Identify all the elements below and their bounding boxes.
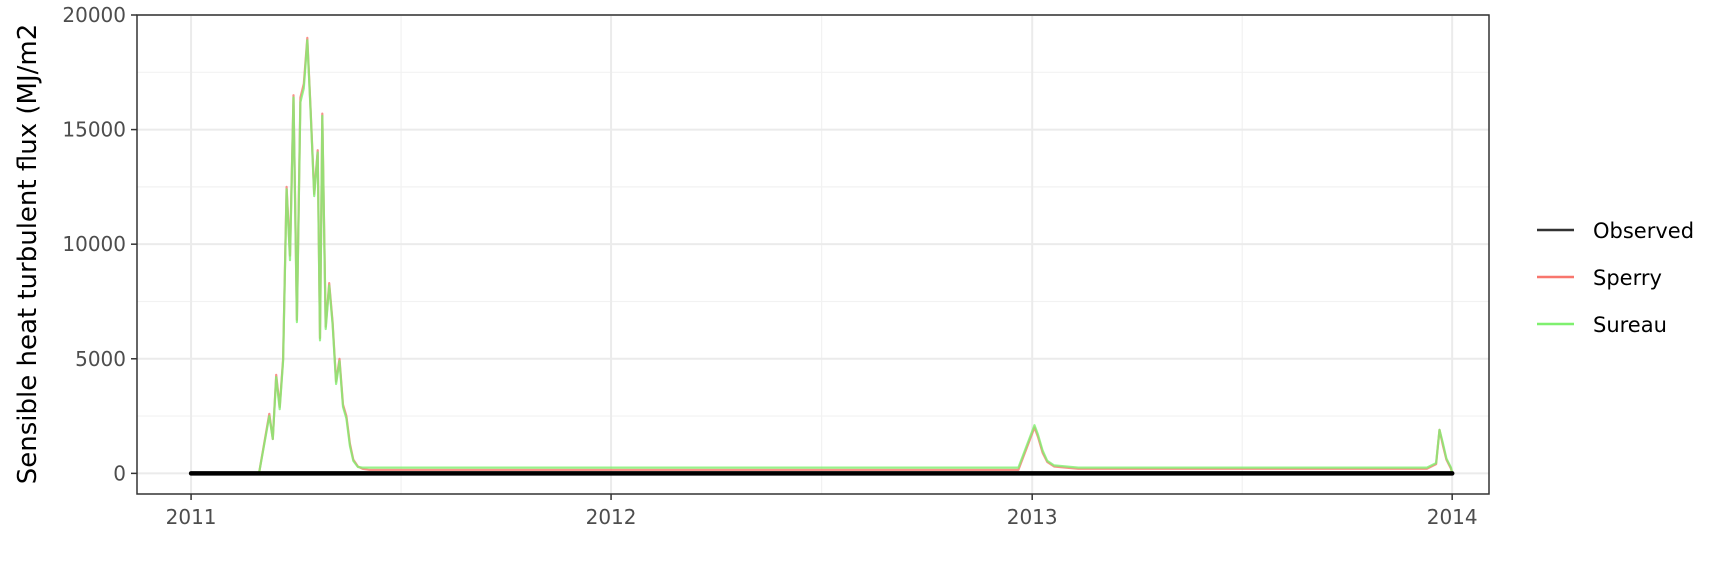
y-axis: 0 5000 10000 15000 20000: [62, 3, 137, 485]
x-tick-label: 2014: [1427, 505, 1478, 529]
y-tick-label: 10000: [62, 232, 126, 256]
y-axis-title: Sensible heat turbulent flux (MJ/m2: [13, 24, 43, 484]
panel-background: [137, 15, 1489, 494]
series-line-sureau: [190, 39, 1454, 475]
panel-border: [136, 14, 1490, 495]
minor-gridlines: [137, 15, 1489, 494]
x-axis: 2011 2012 2013 2014: [166, 494, 1478, 529]
y-tick-label: 5000: [75, 347, 126, 371]
y-tick-label: 0: [113, 461, 126, 485]
y-tick-label: 20000: [62, 3, 126, 27]
legend-label-sperry: Sperry: [1593, 266, 1662, 290]
legend-label-observed: Observed: [1593, 219, 1694, 243]
x-tick-label: 2013: [1007, 505, 1058, 529]
y-tick-label: 15000: [62, 118, 126, 142]
legend: Observed Sperry Sureau: [1537, 219, 1694, 337]
legend-label-sureau: Sureau: [1593, 313, 1667, 337]
series-layer: [188, 36, 1455, 476]
x-tick-label: 2012: [586, 505, 637, 529]
x-tick-label: 2011: [166, 505, 217, 529]
